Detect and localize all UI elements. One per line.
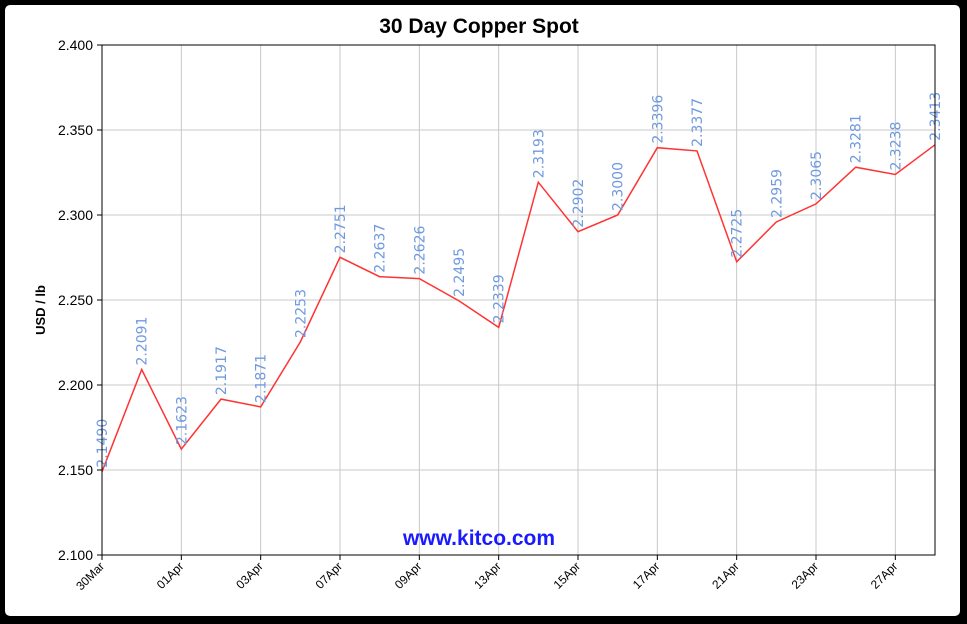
data-label: 2.3000 xyxy=(611,162,627,211)
data-label: 2.2091 xyxy=(135,317,151,366)
data-label: 2.3413 xyxy=(928,92,944,141)
data-label: 2.2637 xyxy=(373,224,389,273)
y-tick-label: 2.400 xyxy=(58,37,93,53)
data-label: 2.2495 xyxy=(452,248,468,297)
x-tick-label: 09Apr xyxy=(392,559,425,592)
x-tick-label: 07Apr xyxy=(313,559,346,592)
y-tick-label: 2.150 xyxy=(58,462,93,478)
y-tick-label: 2.200 xyxy=(58,377,93,393)
data-label: 2.2751 xyxy=(333,204,349,253)
x-tick-label: 27Apr xyxy=(868,559,901,592)
data-label: 2.3065 xyxy=(809,151,825,200)
y-axis-ticks: 2.100 2.150 2.200 2.250 2.300 2.350 2.400 xyxy=(58,37,102,563)
data-label: 2.3281 xyxy=(849,114,865,163)
y-tick-label: 2.300 xyxy=(58,207,93,223)
data-label: 2.1623 xyxy=(174,396,190,445)
data-label: 2.3377 xyxy=(690,98,706,147)
x-tick-label: 17Apr xyxy=(630,559,663,592)
data-label: 2.3193 xyxy=(531,129,547,178)
data-label: 2.1917 xyxy=(214,346,230,395)
y-tick-label: 2.350 xyxy=(58,122,93,138)
plot-border xyxy=(101,44,936,556)
data-label: 2.2725 xyxy=(730,209,746,258)
x-tick-label: 30Mar xyxy=(73,559,107,593)
chart-panel: 30 Day Copper Spot USD / lb 2.100 2.150 2.… xyxy=(5,5,960,616)
watermark: www.kitco.com xyxy=(402,527,555,550)
copper-spot-chart: 30 Day Copper Spot USD / lb 2.1002.1502.… xyxy=(33,15,944,593)
x-tick-label: 21Apr xyxy=(709,559,742,592)
y-tick-label: 2.100 xyxy=(58,547,93,563)
x-tick-label: 23Apr xyxy=(789,559,822,592)
x-tick-label: 15Apr xyxy=(551,559,584,592)
data-label: 2.1490 xyxy=(95,419,111,468)
x-axis-ticks: 30Mar 01Apr 03Apr 07Apr 09Apr 13Apr 15Apr 17Apr… xyxy=(73,555,900,593)
series-line xyxy=(101,144,936,472)
grid xyxy=(101,44,935,556)
y-tick-label: 2.250 xyxy=(58,292,93,308)
x-tick-label: 01Apr xyxy=(154,559,187,592)
y-axis-label: USD / lb xyxy=(33,285,48,335)
x-tick-label: 13Apr xyxy=(471,559,504,592)
x-tick-label: 03Apr xyxy=(233,559,266,592)
series-line-path xyxy=(101,144,936,472)
data-label: 2.2902 xyxy=(571,179,587,228)
chart-title: 30 Day Copper Spot xyxy=(379,15,579,38)
data-label: 2.3396 xyxy=(650,95,666,144)
data-label: 2.2626 xyxy=(412,226,428,275)
data-labels: 2.1490 2.2091 2.1623 2.1917 2.1871 2.2253 2.27… xyxy=(95,92,944,468)
data-label: 2.3238 xyxy=(888,122,904,171)
data-label: 2.2959 xyxy=(769,169,785,218)
data-label: 2.2253 xyxy=(293,289,309,338)
data-label: 2.1871 xyxy=(254,354,270,403)
data-label: 2.2339 xyxy=(492,274,508,323)
